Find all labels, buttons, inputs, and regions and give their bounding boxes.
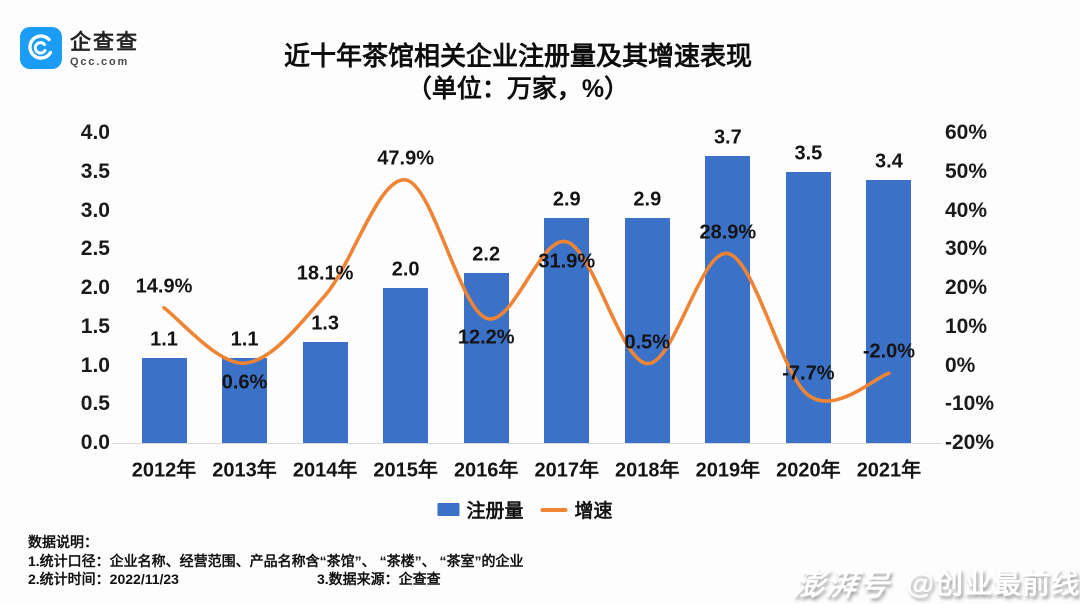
bar xyxy=(302,342,348,443)
qcc-logo-name: 企查查 xyxy=(70,31,139,55)
y-axis-tick-label: 4.0 xyxy=(80,121,110,144)
chart-legend: 注册量 增速 xyxy=(437,496,613,523)
chart-title: 近十年茶馆相关企业注册量及其增速表现 xyxy=(283,41,752,71)
bar-value-label: 2.2 xyxy=(472,243,501,265)
watermark-account: @创业最前线 xyxy=(906,568,1080,599)
bar xyxy=(463,272,509,443)
x-axis-label: 2015年 xyxy=(373,459,438,482)
data-notes-scope: 1.统计口径：企业名称、经营范围、产品名称含“茶馆”、 “茶楼”、 “茶室”的企… xyxy=(28,552,524,569)
growth-value-label: 18.1% xyxy=(296,262,354,285)
x-axis-label: 2012年 xyxy=(131,459,197,482)
x-axis-label: 2016年 xyxy=(453,459,519,482)
bar xyxy=(785,171,831,443)
bar xyxy=(141,357,187,443)
bar xyxy=(222,357,268,443)
y-axis-tick-label: 3.0 xyxy=(80,198,110,222)
data-notes-heading: 数据说明： xyxy=(28,534,98,550)
x-axis-baseline xyxy=(112,443,942,444)
y2-axis-tick-label: -20% xyxy=(945,431,995,454)
data-notes: 数据说明： 1.统计口径：企业名称、经营范围、产品名称含“茶馆”、 “茶楼”、 … xyxy=(28,533,523,589)
watermark: 澎湃号 @创业最前线 xyxy=(791,560,1080,604)
legend-line-swatch xyxy=(540,507,568,512)
qcc-logo-icon xyxy=(20,27,62,74)
qcc-logo-domain: Qcc.com xyxy=(70,56,130,69)
qcc-logo: 企查查 Qcc.com xyxy=(20,27,139,74)
y2-axis-tick-label: 30% xyxy=(945,237,988,261)
growth-value-label: 47.9% xyxy=(377,147,434,170)
bar xyxy=(866,179,912,443)
y2-axis-tick-label: 0% xyxy=(945,353,976,377)
x-axis-label: 2020年 xyxy=(776,459,841,482)
bar-value-label: 2.9 xyxy=(633,188,662,211)
growth-value-label: -2.0% xyxy=(862,340,916,363)
legend-bar-label: 注册量 xyxy=(466,501,524,522)
y2-axis-tick-label: 60% xyxy=(945,121,988,144)
y-axis-tick-label: 2.0 xyxy=(80,276,110,299)
y-axis-tick-label: 1.0 xyxy=(80,353,110,377)
bar-value-label: 1.1 xyxy=(230,328,259,351)
bar-value-label: 3.4 xyxy=(875,150,903,172)
y2-axis-tick-label: -10% xyxy=(945,392,995,416)
growth-value-label: 28.9% xyxy=(699,221,757,243)
bar-value-label: 3.5 xyxy=(794,142,823,165)
x-axis-label: 2014年 xyxy=(292,459,358,482)
y-axis-tick-label: 3.5 xyxy=(80,159,110,183)
y2-axis-tick-label: 20% xyxy=(945,276,988,299)
y2-axis-tick-label: 40% xyxy=(945,198,988,222)
y2-axis-tick-label: 50% xyxy=(945,159,988,183)
y2-axis-tick-label: 10% xyxy=(945,314,988,338)
bar-value-label: 3.7 xyxy=(713,126,742,149)
bar-value-label: 1.3 xyxy=(311,312,339,335)
legend-bar-swatch xyxy=(437,503,460,516)
y-axis-tick-label: 0.5 xyxy=(80,392,110,416)
growth-value-label: 14.9% xyxy=(135,275,193,298)
bar-value-label: 2.9 xyxy=(552,188,581,211)
watermark-brand: 澎湃号 xyxy=(791,569,893,602)
legend-line-label: 增速 xyxy=(574,501,613,522)
bar xyxy=(383,288,429,443)
bar-value-label: 1.1 xyxy=(150,328,178,351)
growth-line xyxy=(162,178,891,403)
y-axis-tick-label: 2.5 xyxy=(80,237,110,261)
x-axis-label: 2019年 xyxy=(695,459,761,482)
growth-value-label: 0.6% xyxy=(221,371,268,394)
y-axis-tick-label: 1.5 xyxy=(80,314,110,338)
data-notes-source: 3.数据来源：企查查 xyxy=(317,571,441,587)
growth-value-label: 0.5% xyxy=(624,331,671,354)
chart-subtitle: （单位：万家，%） xyxy=(406,74,630,103)
growth-value-label: -7.7% xyxy=(782,362,835,385)
x-axis-label: 2013年 xyxy=(212,459,277,482)
x-axis-label: 2018年 xyxy=(615,459,680,482)
x-axis-label: 2017年 xyxy=(534,459,600,482)
bar xyxy=(705,156,751,443)
bar-value-label: 2.0 xyxy=(391,258,420,281)
chart-title-block: 近十年茶馆相关企业注册量及其增速表现 （单位：万家，%） xyxy=(0,40,1036,105)
x-axis-label: 2021年 xyxy=(856,459,922,482)
data-notes-date: 2.统计时间：2022/11/23 xyxy=(28,571,179,587)
growth-value-label: 12.2% xyxy=(457,326,515,349)
data-notes-meta: 2.统计时间：2022/11/23 3.数据来源：企查查 xyxy=(28,570,523,589)
growth-value-label: 31.9% xyxy=(538,250,596,273)
y-axis-tick-label: 0.0 xyxy=(80,431,110,454)
